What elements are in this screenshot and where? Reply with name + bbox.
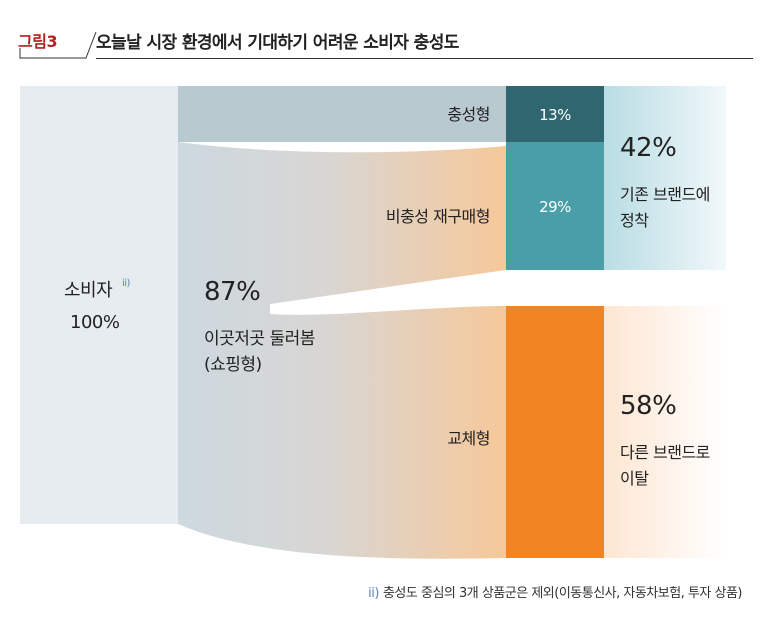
- footnote-text: 충성도 중심의 3개 상품군은 제외(이동통신사, 자동차보험, 투자 상품): [382, 586, 743, 601]
- shopping-label-line1: 이곳저곳 둘러봄: [204, 329, 315, 349]
- repurchase-label: 비충성 재구매형: [386, 207, 490, 226]
- leave-percent: 58%: [620, 391, 676, 421]
- consumer-label: 소비자: [64, 280, 113, 301]
- shopping-percent: 87%: [204, 277, 260, 307]
- header-rule: [96, 58, 753, 59]
- retain-region: [604, 86, 726, 270]
- shopping-flow: [178, 142, 506, 559]
- figure-label-bracket: [19, 31, 97, 59]
- repurchase-percent: 29%: [539, 198, 571, 216]
- footnote: ii) 충성도 중심의 3개 상품군은 제외(이동통신사, 자동차보험, 투자 상…: [368, 582, 742, 601]
- leave-label-line2: 이탈: [620, 469, 649, 488]
- repurchase-node: [506, 142, 604, 270]
- switch-node: [506, 306, 604, 558]
- retain-label-line1: 기존 브랜드에: [620, 185, 710, 204]
- retain-percent: 42%: [620, 133, 676, 163]
- loyal-node: [506, 86, 604, 142]
- footnote-mark: ii): [368, 586, 379, 601]
- switch-label: 교체형: [447, 429, 490, 448]
- consumer-percent: 100%: [70, 312, 120, 333]
- shopping-label-line2: (쇼핑형): [204, 355, 262, 375]
- leave-region: [604, 306, 726, 558]
- figure-label: 그림3: [18, 32, 58, 51]
- loyal-flow: [178, 86, 506, 142]
- retain-label-line2: 정착: [620, 211, 649, 230]
- figure-title: 오늘날 시장 환경에서 기대하기 어려운 소비자 충성도: [96, 33, 459, 53]
- consumer-block: [20, 86, 178, 524]
- loyal-label: 충성형: [447, 105, 490, 124]
- loyal-percent: 13%: [539, 106, 571, 124]
- consumer-note-mark: ii): [122, 278, 131, 289]
- figure-header: 그림3 오늘날 시장 환경에서 기대하기 어려운 소비자 충성도: [18, 28, 753, 64]
- leave-label-line1: 다른 브랜드로: [620, 443, 710, 462]
